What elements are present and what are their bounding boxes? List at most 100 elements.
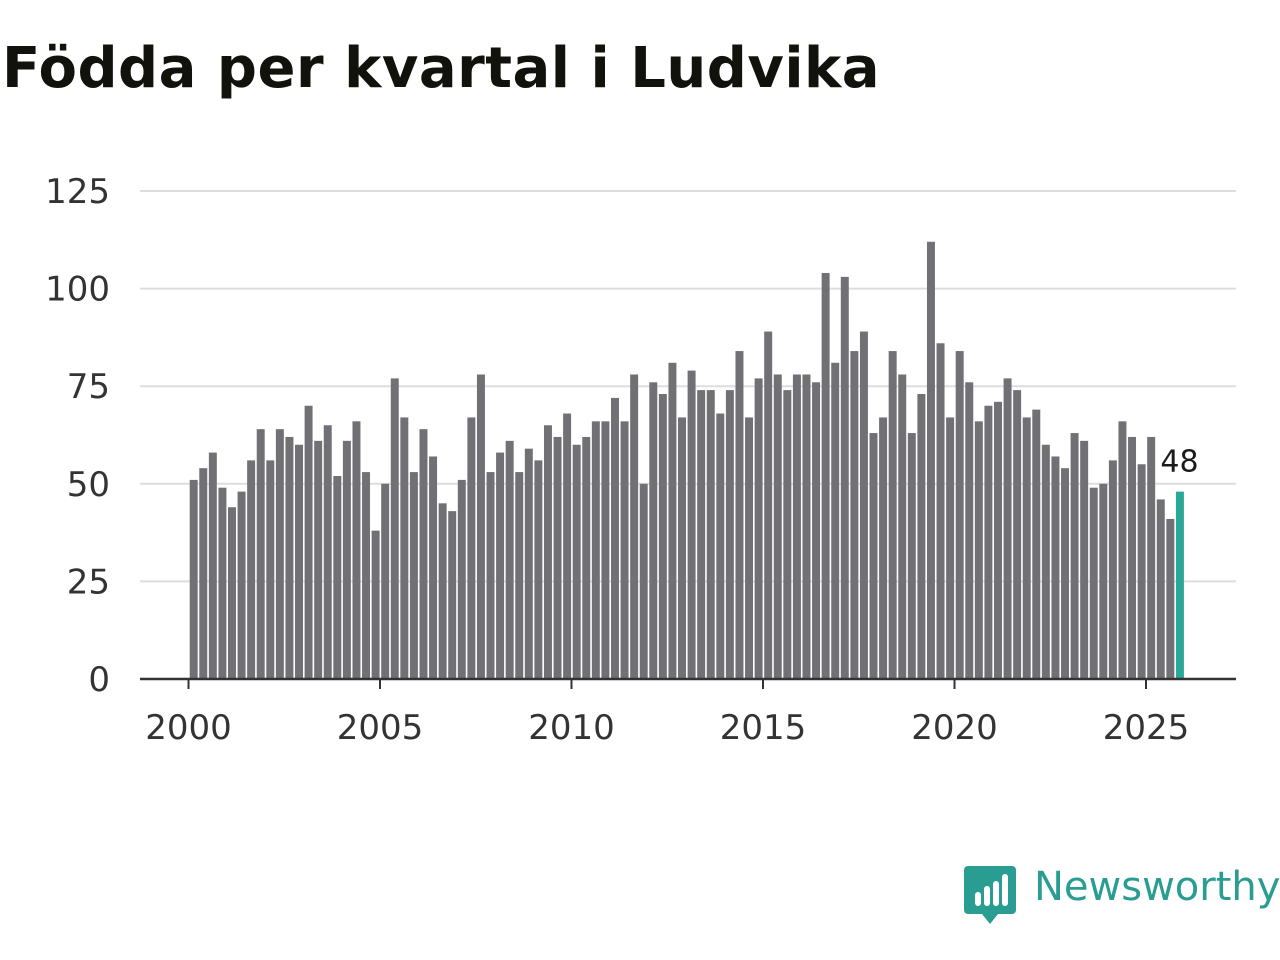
bar (1128, 436, 1137, 679)
bar (1089, 487, 1098, 679)
bar (869, 433, 878, 679)
bar (314, 440, 323, 679)
bar (275, 429, 284, 679)
bar (371, 530, 380, 679)
bar (706, 390, 715, 679)
bar (486, 472, 495, 679)
bar (984, 405, 993, 679)
x-tick-label: 2005 (337, 708, 424, 748)
bar (553, 436, 562, 679)
bar (611, 397, 619, 679)
bar (1003, 378, 1012, 679)
bar (1032, 409, 1041, 679)
bar (390, 378, 399, 679)
bar (639, 483, 648, 679)
bar (821, 272, 830, 679)
bar (888, 351, 897, 679)
bar (457, 479, 466, 679)
bar (218, 487, 227, 679)
bar-highlight (1175, 491, 1184, 679)
bar (237, 491, 246, 679)
bar (754, 378, 763, 679)
x-tick-label: 2015 (720, 708, 807, 748)
bar (1108, 460, 1117, 679)
bar (419, 429, 428, 679)
y-tick-label: 25 (67, 562, 110, 602)
bar (1099, 483, 1108, 679)
bar (1166, 518, 1175, 679)
bar (1118, 421, 1127, 679)
bar (381, 483, 390, 679)
bar (429, 456, 438, 679)
bar (534, 460, 543, 679)
bar (773, 374, 782, 679)
bar (247, 460, 256, 679)
newsworthy-logo[interactable]: Newsworthy (964, 862, 1280, 928)
bar (879, 417, 888, 679)
bar (840, 276, 849, 679)
bar (572, 444, 581, 679)
bar (256, 429, 265, 679)
bar (543, 425, 552, 679)
bar (352, 421, 361, 679)
bar (496, 452, 505, 679)
bar (304, 405, 313, 679)
bars (189, 241, 1184, 679)
bar (735, 351, 744, 679)
bar (936, 343, 945, 679)
bar (295, 444, 303, 679)
bar (467, 417, 476, 679)
bar (994, 401, 1002, 679)
bar (228, 507, 236, 679)
bar (582, 436, 591, 679)
bar (409, 472, 418, 679)
bar (974, 421, 983, 679)
bar (687, 370, 696, 679)
bar (601, 421, 610, 679)
x-tick-label: 2025 (1103, 708, 1190, 748)
y-axis: 0 25 50 75 100 125 (45, 172, 110, 700)
bar (524, 448, 533, 679)
bar (285, 436, 294, 679)
bar (342, 440, 351, 679)
bar (438, 503, 447, 679)
bar (1147, 436, 1156, 679)
bar (333, 475, 342, 679)
y-tick-label: 100 (45, 270, 110, 310)
y-tick-label: 0 (88, 660, 110, 700)
y-tick-label: 50 (67, 465, 110, 505)
bar (725, 390, 734, 679)
y-tick-label: 75 (67, 367, 110, 407)
bar (1022, 417, 1031, 679)
chart-title: Födda per kvartal i Ludvika (2, 36, 881, 101)
bar (323, 425, 332, 679)
bar (859, 331, 868, 679)
bar (1051, 456, 1060, 679)
bar (563, 413, 572, 679)
x-axis: 2000 2005 2010 2015 2020 2025 (140, 677, 1236, 748)
bar (917, 394, 926, 679)
annotations: 48 (1160, 445, 1198, 480)
bar (362, 472, 371, 679)
bar (831, 362, 840, 679)
bar (1013, 390, 1022, 679)
bar (515, 472, 524, 679)
bar (199, 468, 208, 679)
bar (1061, 468, 1069, 679)
bar (764, 331, 773, 679)
bar (783, 390, 792, 679)
bar (792, 374, 801, 679)
bar (208, 452, 217, 679)
bar (1041, 444, 1050, 679)
bar (189, 479, 198, 679)
bar (1156, 499, 1165, 679)
bar (448, 511, 457, 679)
bar (745, 417, 754, 679)
bar (620, 421, 629, 679)
bar (898, 374, 907, 679)
bar (907, 433, 916, 679)
bar (850, 351, 859, 679)
bar (1137, 464, 1146, 679)
bar (505, 440, 514, 679)
